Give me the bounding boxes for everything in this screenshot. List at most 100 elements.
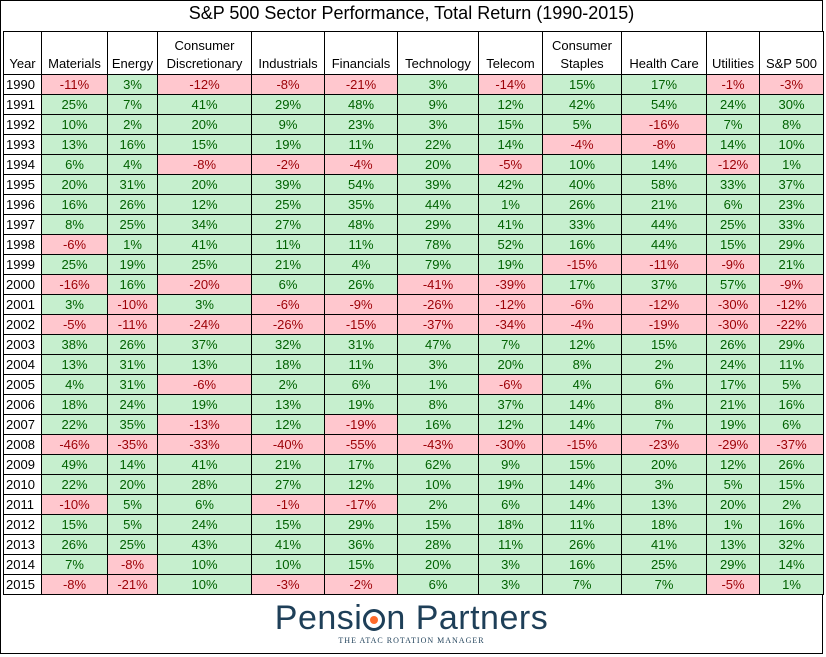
- year-cell: 2013: [3, 534, 42, 555]
- return-cell: 7%: [107, 94, 158, 115]
- return-cell: 20%: [41, 174, 108, 195]
- return-cell: -12%: [759, 294, 824, 315]
- return-cell: 6%: [478, 494, 543, 515]
- return-cell: 14%: [542, 474, 622, 495]
- return-cell: 22%: [41, 414, 108, 435]
- return-cell: -9%: [706, 254, 760, 275]
- year-cell: 2005: [3, 374, 42, 395]
- return-cell: 5%: [107, 514, 158, 535]
- return-cell: 19%: [478, 474, 543, 495]
- header-row: Year Materials Energy Consumer Discretionar…: [3, 31, 824, 75]
- return-cell: 26%: [759, 454, 824, 475]
- return-cell: -19%: [324, 414, 398, 435]
- return-cell: 2%: [251, 374, 325, 395]
- return-cell: 13%: [706, 534, 760, 555]
- return-cell: 15%: [157, 134, 252, 155]
- return-cell: 48%: [324, 94, 398, 115]
- return-cell: -24%: [157, 314, 252, 335]
- return-cell: 4%: [324, 254, 398, 275]
- return-cell: 33%: [706, 174, 760, 195]
- return-cell: -12%: [706, 154, 760, 175]
- return-cell: 16%: [759, 394, 824, 415]
- return-cell: 3%: [397, 74, 479, 95]
- return-cell: 6%: [621, 374, 707, 395]
- return-cell: 3%: [107, 74, 158, 95]
- return-cell: -12%: [621, 294, 707, 315]
- table-row: 2006 18% 24% 19% 13% 19% 8% 37% 14% 8% 21% 16%: [3, 394, 824, 415]
- return-cell: 35%: [107, 414, 158, 435]
- return-cell: 11%: [324, 134, 398, 155]
- year-cell: 2007: [3, 414, 42, 435]
- return-cell: 13%: [157, 354, 252, 375]
- return-cell: -26%: [397, 294, 479, 315]
- table-row: 2002 -5% -11% -24% -26% -15% -37% -34% -4% -19% -3…: [3, 314, 824, 335]
- return-cell: 6%: [397, 574, 479, 595]
- return-cell: 31%: [324, 334, 398, 355]
- year-cell: 2003: [3, 334, 42, 355]
- year-cell: 1990: [3, 74, 42, 95]
- return-cell: 12%: [478, 94, 543, 115]
- return-cell: 23%: [324, 114, 398, 135]
- sector-performance-table: Year Materials Energy Consumer Discretionar…: [3, 31, 824, 595]
- return-cell: 14%: [107, 454, 158, 475]
- table-row: 2001 3% -10% 3% -6% -9% -26% -12% -6% -12% -30% -12…: [3, 294, 824, 315]
- return-cell: 15%: [251, 514, 325, 535]
- year-cell: 2010: [3, 474, 42, 495]
- return-cell: 7%: [621, 574, 707, 595]
- return-cell: 39%: [397, 174, 479, 195]
- return-cell: 9%: [397, 94, 479, 115]
- return-cell: 26%: [107, 194, 158, 215]
- year-cell: 1995: [3, 174, 42, 195]
- return-cell: 10%: [397, 474, 479, 495]
- return-cell: 27%: [251, 474, 325, 495]
- return-cell: 44%: [621, 234, 707, 255]
- return-cell: 79%: [397, 254, 479, 275]
- return-cell: -20%: [157, 274, 252, 295]
- return-cell: 3%: [621, 474, 707, 495]
- table-row: 2004 13% 31% 13% 18% 11% 3% 20% 8% 2% 24% 11%: [3, 354, 824, 375]
- return-cell: 41%: [157, 454, 252, 475]
- year-cell: 1994: [3, 154, 42, 175]
- return-cell: 15%: [41, 514, 108, 535]
- return-cell: 2%: [759, 494, 824, 515]
- return-cell: -17%: [324, 494, 398, 515]
- logo-name-part1: Pensi: [274, 599, 363, 637]
- return-cell: 12%: [478, 414, 543, 435]
- table-row: 1999 25% 19% 25% 21% 4% 79% 19% -15% -11% -9% 21%: [3, 254, 824, 275]
- table-row: 2007 22% 35% -13% 12% -19% 16% 12% 14% 7% 19% 6%: [3, 414, 824, 435]
- return-cell: 18%: [41, 394, 108, 415]
- return-cell: 31%: [107, 354, 158, 375]
- table-row: 2015 -8% -21% 10% -3% -2% 6% 3% 7% 7% -5% 1%: [3, 574, 824, 595]
- return-cell: 14%: [759, 554, 824, 575]
- year-cell: 1997: [3, 214, 42, 235]
- return-cell: 14%: [542, 414, 622, 435]
- return-cell: 15%: [397, 514, 479, 535]
- return-cell: 8%: [397, 394, 479, 415]
- return-cell: -8%: [621, 134, 707, 155]
- return-cell: 37%: [759, 174, 824, 195]
- logo-wordmark: Pensi n Partners: [0, 600, 823, 636]
- return-cell: 29%: [251, 94, 325, 115]
- table-row: 2008 -46% -35% -33% -40% -55% -43% -30% -15% -23%…: [3, 434, 824, 455]
- year-cell: 1992: [3, 114, 42, 135]
- table-row: 1995 20% 31% 20% 39% 54% 39% 42% 40% 58% 33% 37%: [3, 174, 824, 195]
- return-cell: -11%: [621, 254, 707, 275]
- return-cell: 25%: [41, 254, 108, 275]
- return-cell: 6%: [41, 154, 108, 175]
- return-cell: 32%: [251, 334, 325, 355]
- return-cell: 12%: [251, 414, 325, 435]
- return-cell: 16%: [759, 514, 824, 535]
- return-cell: -21%: [107, 574, 158, 595]
- return-cell: 29%: [324, 514, 398, 535]
- return-cell: 38%: [41, 334, 108, 355]
- table-row: 2010 22% 20% 28% 27% 12% 10% 19% 14% 3% 5% 15%: [3, 474, 824, 495]
- return-cell: 25%: [107, 534, 158, 555]
- return-cell: 3%: [397, 354, 479, 375]
- return-cell: 17%: [706, 374, 760, 395]
- return-cell: 13%: [41, 354, 108, 375]
- return-cell: 30%: [759, 94, 824, 115]
- return-cell: 10%: [251, 554, 325, 575]
- year-cell: 1991: [3, 94, 42, 115]
- return-cell: 42%: [478, 174, 543, 195]
- column-header-consumer-staples: Consumer Staples: [542, 31, 622, 75]
